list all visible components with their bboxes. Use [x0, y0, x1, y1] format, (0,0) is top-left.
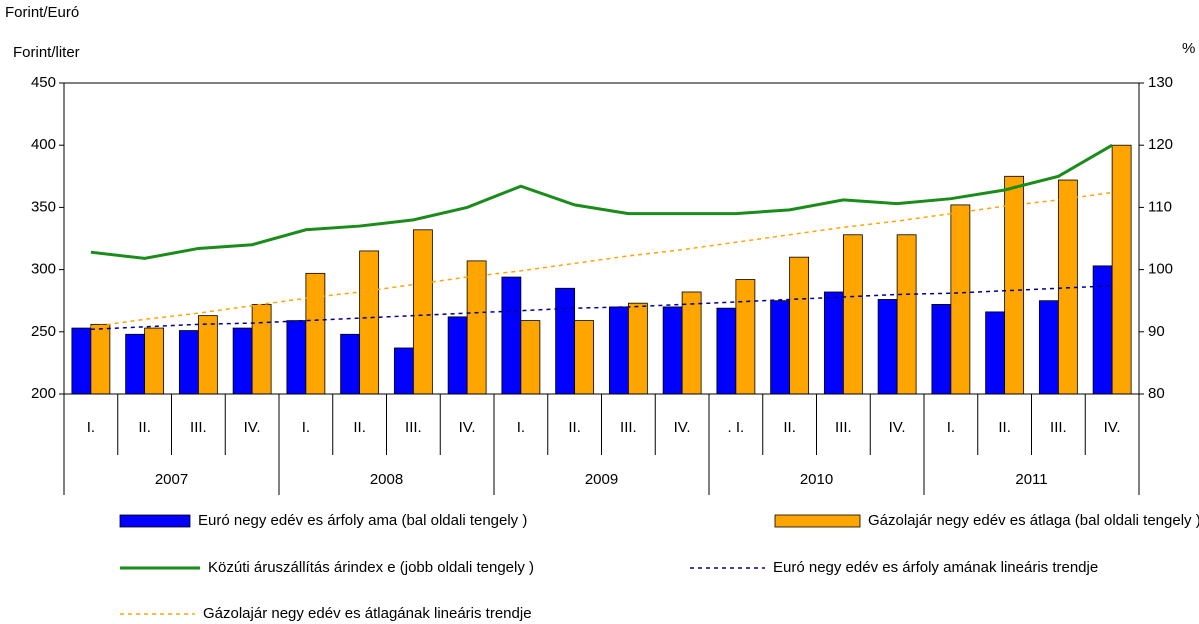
x-tick-label: III.	[620, 419, 637, 436]
bar	[393, 347, 414, 395]
x-tick-label: IV.	[674, 419, 691, 436]
bar	[770, 300, 791, 395]
bar	[1004, 175, 1025, 395]
year-label: 2010	[800, 471, 833, 488]
y-tick-label: 200	[31, 385, 56, 402]
x-tick-label: III.	[1050, 419, 1067, 436]
x-tick-label: IV.	[1104, 419, 1121, 436]
y2-tick-label: 100	[1148, 261, 1173, 278]
x-tick-label: IV.	[459, 419, 476, 436]
bar	[931, 304, 952, 395]
bar	[340, 333, 361, 395]
y2-tick-label: 120	[1148, 136, 1173, 153]
bar	[555, 287, 576, 395]
y-tick-label: 350	[31, 198, 56, 215]
legend-label: Közúti áruszállítás árindex e (jobb olda…	[208, 559, 534, 576]
bar	[178, 330, 199, 395]
x-tick-label: II.	[998, 419, 1011, 436]
line-series	[90, 143, 1113, 260]
year-label: 2008	[370, 471, 403, 488]
x-tick-label: IV.	[889, 419, 906, 436]
bar	[1092, 265, 1113, 395]
bar	[197, 315, 218, 395]
bar	[305, 272, 326, 395]
bar	[662, 306, 683, 395]
bar	[251, 304, 272, 395]
bar	[877, 299, 898, 395]
x-tick-label: II.	[783, 419, 796, 436]
x-tick-label: I.	[517, 419, 525, 436]
x-tick-label: I.	[87, 419, 95, 436]
y-axis-label-top: Forint/Euró	[5, 4, 79, 21]
year-label: 2011	[1015, 471, 1047, 488]
bar	[985, 311, 1006, 395]
legend-label: Euró negy edév es árfoly ama (bal oldali…	[198, 512, 527, 529]
y2-tick-label: 90	[1148, 323, 1165, 340]
bar	[681, 291, 702, 395]
bar	[896, 234, 917, 395]
year-label: 2009	[585, 471, 618, 488]
x-tick-label: . I.	[728, 419, 745, 436]
bar	[447, 316, 468, 395]
bar	[125, 333, 146, 395]
y-tick-label: 300	[31, 261, 56, 278]
y-axis-label: Forint/liter	[13, 44, 80, 61]
bar	[789, 256, 810, 395]
bar	[823, 291, 844, 395]
trend-line	[90, 285, 1113, 331]
bar	[574, 320, 595, 395]
bar	[716, 307, 737, 395]
x-tick-label: I.	[302, 419, 310, 436]
y-tick-label: 450	[31, 74, 56, 91]
bar	[286, 320, 307, 395]
x-tick-label: III.	[835, 419, 852, 436]
bar	[608, 306, 629, 395]
year-label: 2007	[155, 471, 188, 488]
bar	[1111, 144, 1132, 395]
bar	[144, 327, 165, 395]
bar	[735, 279, 756, 395]
legend-label: Gázolajár negy edév es átlagának lineári…	[203, 605, 532, 622]
bar	[842, 234, 863, 395]
y2-tick-label: 130	[1148, 74, 1173, 91]
bar	[627, 302, 648, 395]
x-tick-label: III.	[405, 419, 422, 436]
y-tick-label: 400	[31, 136, 56, 153]
x-tick-label: II.	[568, 419, 581, 436]
bar	[466, 260, 487, 395]
x-tick-label: II.	[138, 419, 151, 436]
bar	[950, 204, 971, 395]
legend-label: Gázolajár negy edév es átlaga (bal oldal…	[868, 512, 1199, 529]
y2-axis-label: %	[1182, 40, 1195, 57]
legend-swatch	[774, 514, 861, 528]
y2-tick-label: 110	[1148, 198, 1172, 215]
bar	[520, 320, 541, 395]
bar	[359, 250, 380, 395]
x-tick-label: IV.	[244, 419, 261, 436]
y-tick-label: 250	[31, 323, 56, 340]
y2-tick-label: 80	[1148, 385, 1165, 402]
legend-label: Euró negy edév es árfoly amának lineáris…	[773, 559, 1098, 576]
trend-line	[90, 191, 1113, 328]
bar	[90, 323, 111, 395]
legend-swatch	[119, 514, 191, 528]
x-tick-label: I.	[947, 419, 955, 436]
bar	[1038, 300, 1059, 395]
bar	[232, 327, 253, 395]
bar	[501, 276, 522, 395]
x-tick-label: II.	[353, 419, 366, 436]
plot-frame	[63, 82, 1140, 395]
x-tick-label: III.	[190, 419, 207, 436]
bar	[412, 229, 433, 395]
bar	[71, 327, 92, 395]
